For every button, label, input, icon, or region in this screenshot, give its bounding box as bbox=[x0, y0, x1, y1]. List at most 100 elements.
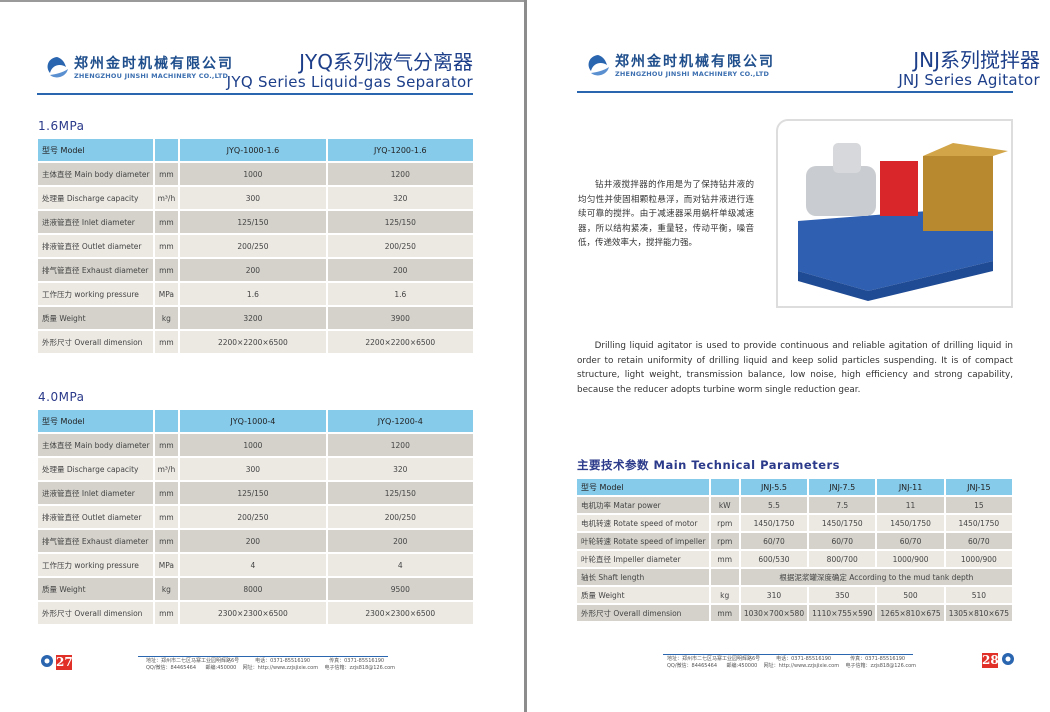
value-cell: 1200 bbox=[327, 434, 473, 456]
table-row: 外形尺寸 Overall dimension mm 1030×700×580 1110… bbox=[577, 605, 1012, 621]
logo-cn-text: 郑州金时机械有限公司 bbox=[615, 53, 775, 70]
value-cell: 1450/1750 bbox=[809, 515, 876, 531]
value-cell: 800/700 bbox=[809, 551, 876, 567]
value-cell: 2200×2200×6500 bbox=[327, 331, 473, 353]
value-cell: 4 bbox=[180, 554, 326, 576]
row-label: 排气管直径 Exhaust diameter bbox=[38, 259, 153, 281]
swirl-logo-icon bbox=[47, 57, 68, 78]
row-label: 进液管直径 Inlet diameter bbox=[38, 482, 153, 504]
value-cell: 2300×2300×6500 bbox=[180, 602, 326, 624]
page-title: JYQ系列液气分离器 JYQ Series Liquid-gas Separat… bbox=[227, 51, 473, 91]
unit-cell bbox=[710, 479, 739, 495]
title-en: JNJ Series Agitator bbox=[898, 71, 1040, 89]
logo-cn-text: 郑州金时机械有限公司 bbox=[74, 55, 234, 72]
value-cell: 200 bbox=[327, 530, 473, 552]
value-cell: 1305×810×675 bbox=[945, 605, 1012, 621]
value-cell: 200 bbox=[180, 259, 326, 281]
value-cell: 200 bbox=[180, 530, 326, 552]
description-cn: 钻井液搅拌器的作用是为了保持钻井液的均匀性并使固相颗粒悬浮，而对钻井液进行连续可… bbox=[578, 180, 754, 248]
value-cell: JYQ-1000-4 bbox=[180, 410, 326, 432]
company-logo: 郑州金时机械有限公司 ZHENGZHOU JINSHI MACHINERY CO… bbox=[585, 53, 775, 79]
row-label: 外形尺寸 Overall dimension bbox=[38, 331, 153, 353]
row-label: 型号 Model bbox=[38, 410, 153, 432]
value-cell: 500 bbox=[877, 587, 944, 603]
table-header-row: 型号 Model JYQ-1000-1.6 JYQ-1200-1.6 bbox=[38, 139, 473, 161]
table-row: 轴长 Shaft length 根据泥浆罐深度确定 According to th… bbox=[577, 569, 1012, 585]
unit-cell: mm bbox=[154, 211, 179, 233]
value-cell: 3200 bbox=[180, 307, 326, 329]
unit-cell: mm bbox=[154, 434, 179, 456]
header-divider bbox=[37, 93, 473, 95]
value-cell: 8000 bbox=[180, 578, 326, 600]
value-cell: 1000/900 bbox=[945, 551, 1012, 567]
row-label: 主体直径 Main body diameter bbox=[38, 434, 153, 456]
row-label: 工作压力 working pressure bbox=[38, 283, 153, 305]
unit-cell: kg bbox=[154, 578, 179, 600]
page-number: 27 bbox=[56, 655, 73, 670]
title-cn: JYQ系列液气分离器 bbox=[299, 50, 473, 74]
row-label: 叶轮直径 Impeller diameter bbox=[577, 551, 709, 567]
value-cell: JNJ-11 bbox=[877, 479, 944, 495]
footer-logo-icon bbox=[41, 655, 53, 667]
value-cell: 1000 bbox=[180, 434, 326, 456]
unit-cell: mm bbox=[710, 605, 739, 621]
unit-cell: rpm bbox=[710, 533, 739, 549]
row-label: 型号 Model bbox=[577, 479, 709, 495]
row-label: 电机功率 Matar power bbox=[577, 497, 709, 513]
value-cell: JNJ-7.5 bbox=[809, 479, 876, 495]
table-row: 处理量 Discharge capacity m³/h 300 320 bbox=[38, 458, 473, 480]
footer-web: QQ/微信：84465464 邮编:450000 网址：http://www.z… bbox=[667, 663, 917, 669]
value-cell: 4 bbox=[327, 554, 473, 576]
row-label: 工作压力 working pressure bbox=[38, 554, 153, 576]
value-cell: 11 bbox=[877, 497, 944, 513]
section-title-4-0mpa: 4.0MPa bbox=[38, 390, 85, 404]
table-row: 进液管直径 Inlet diameter mm 125/150 125/150 bbox=[38, 211, 473, 233]
unit-cell: mm bbox=[154, 235, 179, 257]
value-cell: 200/250 bbox=[327, 506, 473, 528]
table-row: 质量 Weight kg 8000 9500 bbox=[38, 578, 473, 600]
value-cell: 300 bbox=[180, 187, 326, 209]
row-label: 排液管直径 Outlet diameter bbox=[38, 235, 153, 257]
title-en: JYQ Series Liquid-gas Separator bbox=[226, 73, 473, 91]
unit-cell: mm bbox=[154, 506, 179, 528]
unit-cell: m³/h bbox=[154, 187, 179, 209]
unit-cell: kW bbox=[710, 497, 739, 513]
swirl-logo-icon bbox=[588, 55, 609, 76]
value-cell: 310 bbox=[740, 587, 808, 603]
value-cell: JNJ-5.5 bbox=[740, 479, 808, 495]
row-label: 进液管直径 Inlet diameter bbox=[38, 211, 153, 233]
row-label: 型号 Model bbox=[38, 139, 153, 161]
table-row: 外形尺寸 Overall dimension mm 2200×2200×6500 22… bbox=[38, 331, 473, 353]
value-cell: 3900 bbox=[327, 307, 473, 329]
value-cell: JNJ-15 bbox=[945, 479, 1012, 495]
value-cell: 200 bbox=[327, 259, 473, 281]
unit-cell: mm bbox=[154, 163, 179, 185]
title-cn: JNJ系列搅拌器 bbox=[913, 48, 1040, 72]
value-cell: 320 bbox=[327, 187, 473, 209]
left-page: 郑州金时机械有限公司 ZHENGZHOU JINSHI MACHINERY CO… bbox=[0, 0, 525, 672]
page-title: JNJ系列搅拌器 JNJ Series Agitator bbox=[898, 49, 1040, 89]
table-header-row: 型号 Model JYQ-1000-4 JYQ-1200-4 bbox=[38, 410, 473, 432]
table-row: 外形尺寸 Overall dimension mm 2300×2300×6500 23… bbox=[38, 602, 473, 624]
value-cell: JYQ-1000-1.6 bbox=[180, 139, 326, 161]
footer-web: QQ/微信：84465464 邮编:450000 网址：http://www.z… bbox=[146, 665, 396, 671]
logo-en-text: ZHENGZHOU JINSHI MACHINERY CO.,LTD bbox=[615, 69, 770, 78]
row-label: 外形尺寸 Overall dimension bbox=[577, 605, 709, 621]
table-row: 叶轮直径 Impeller diameter mm 600/530 800/700 10… bbox=[577, 551, 1012, 567]
value-cell: 1000 bbox=[180, 163, 326, 185]
table-row: 主体直径 Main body diameter mm 1000 1200 bbox=[38, 434, 473, 456]
value-cell: 320 bbox=[327, 458, 473, 480]
table-row: 电机转速 Rotate speed of motor rpm 1450/1750 14… bbox=[577, 515, 1012, 531]
row-label: 叶轮转速 Rotate speed of impeller bbox=[577, 533, 709, 549]
unit-cell: kg bbox=[710, 587, 739, 603]
table-row: 排液管直径 Outlet diameter mm 200/250 200/250 bbox=[38, 235, 473, 257]
table-row: 处理量 Discharge capacity m³/h 300 320 bbox=[38, 187, 473, 209]
value-cell: 125/150 bbox=[327, 482, 473, 504]
footer-contact: 地址：郑州市二七区马寨工业园明辉路6号 电话：0371-85516190 传真：… bbox=[146, 658, 395, 672]
value-cell: 60/70 bbox=[809, 533, 876, 549]
table-header-row: 型号 Model JNJ-5.5 JNJ-7.5 JNJ-11 JNJ-15 bbox=[577, 479, 1012, 495]
table-row: 工作压力 working pressure MPa 4 4 bbox=[38, 554, 473, 576]
row-label: 质量 Weight bbox=[38, 307, 153, 329]
table-row: 排液管直径 Outlet diameter mm 200/250 200/250 bbox=[38, 506, 473, 528]
row-label: 处理量 Discharge capacity bbox=[38, 187, 153, 209]
